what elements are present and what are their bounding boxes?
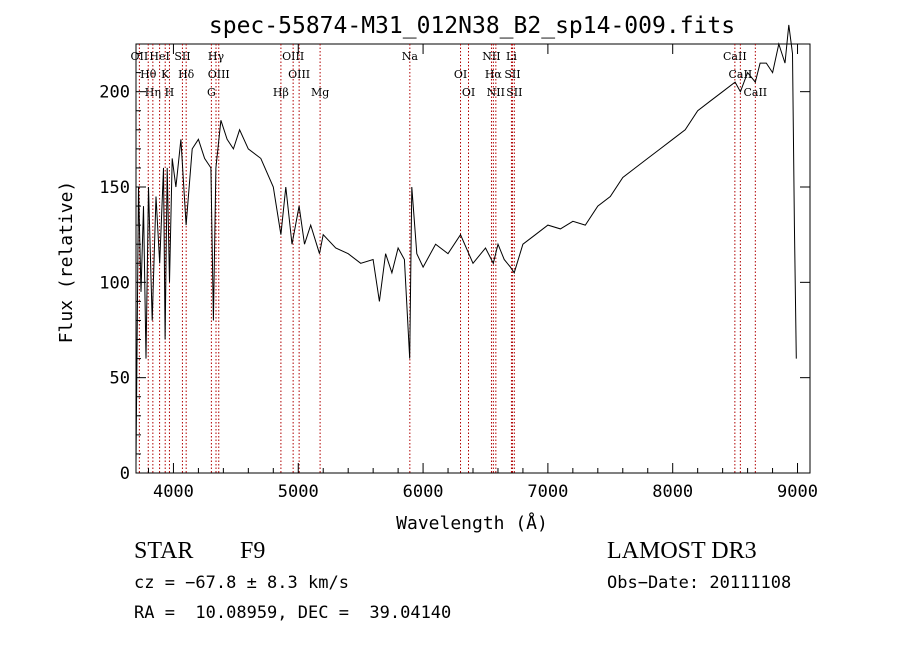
line-label: Li bbox=[506, 50, 517, 63]
x-tick-label: 6000 bbox=[403, 482, 444, 502]
line-label: Hδ bbox=[178, 68, 195, 81]
line-label: HeI bbox=[149, 50, 169, 63]
line-label: CaII bbox=[743, 86, 767, 99]
line-label: NII bbox=[482, 50, 500, 63]
y-axis-ticks: 0 50 100 150 200 bbox=[99, 53, 810, 484]
line-label: OII bbox=[131, 50, 149, 63]
redshift-velocity: cz = −67.8 ± 8.3 km/s bbox=[134, 573, 349, 593]
observation-date: Obs−Date: 20111108 bbox=[607, 573, 792, 593]
line-label: H bbox=[165, 86, 175, 99]
y-axis-label: Flux (relative) bbox=[56, 181, 77, 344]
y-tick-label: 0 bbox=[120, 464, 130, 484]
spectral-line-labels: OIIHθHηHeIKHSIIHδGHγOIIIHβOIIIOIIIMgNaOI… bbox=[131, 50, 768, 99]
y-tick-label: 50 bbox=[110, 369, 130, 389]
spectral-line-markers bbox=[138, 44, 756, 473]
line-label: SII bbox=[174, 50, 190, 63]
line-label: Hβ bbox=[273, 86, 289, 99]
line-label: Na bbox=[402, 50, 419, 63]
line-label: OI bbox=[462, 86, 475, 99]
line-label: OI bbox=[454, 68, 467, 81]
coordinates: RA = 10.08959, DEC = 39.04140 bbox=[134, 603, 452, 623]
plot-frame bbox=[135, 43, 811, 474]
object-class: STAR bbox=[134, 538, 194, 564]
x-tick-label: 9000 bbox=[777, 482, 818, 502]
y-tick-label: 100 bbox=[99, 273, 130, 293]
line-label: OIII bbox=[282, 50, 304, 63]
line-label: Hθ bbox=[140, 68, 157, 81]
survey-name: LAMOST DR3 bbox=[607, 538, 757, 564]
line-label: SII bbox=[504, 68, 520, 81]
x-tick-label: 5000 bbox=[278, 482, 319, 502]
chart-title: spec-55874-M31_012N38_B2_sp14-009.fits bbox=[209, 13, 735, 39]
x-axis-label: Wavelength (Å) bbox=[396, 512, 548, 534]
x-tick-label: 7000 bbox=[527, 482, 568, 502]
object-subclass: F9 bbox=[240, 538, 266, 564]
x-axis-ticks: 4000 5000 6000 7000 8000 9000 bbox=[147, 44, 818, 502]
line-label: Hη bbox=[145, 86, 161, 99]
line-label: OIII bbox=[288, 68, 310, 81]
line-label: Mg bbox=[311, 86, 329, 99]
y-tick-label: 200 bbox=[99, 83, 130, 103]
line-label: CaII bbox=[729, 68, 753, 81]
line-label: Hγ bbox=[208, 50, 225, 63]
line-label: Hα bbox=[485, 68, 503, 81]
line-label: G bbox=[207, 86, 216, 99]
y-tick-label: 150 bbox=[99, 178, 130, 198]
line-label: OIII bbox=[208, 68, 230, 81]
spectrum-chart: OIIHθHηHeIKHSIIHδGHγOIIIHβOIIIOIIIMgNaOI… bbox=[56, 13, 818, 534]
line-label: NII bbox=[487, 86, 505, 99]
x-tick-label: 4000 bbox=[153, 482, 194, 502]
line-label: CaII bbox=[723, 50, 747, 63]
spectrum-series-line bbox=[135, 24, 797, 464]
line-label: SII bbox=[506, 86, 522, 99]
x-tick-label: 8000 bbox=[652, 482, 693, 502]
line-label: K bbox=[161, 68, 170, 81]
